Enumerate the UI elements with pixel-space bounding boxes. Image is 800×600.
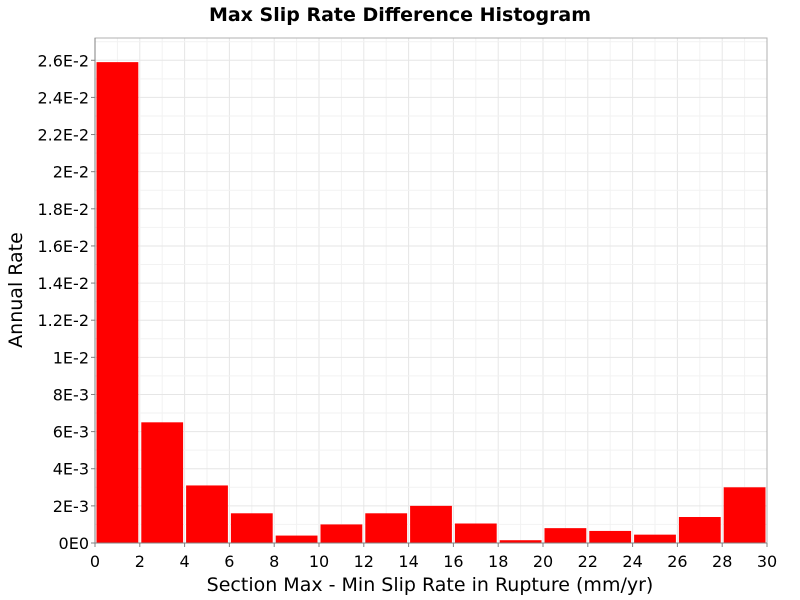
histogram-bar [275, 535, 318, 543]
histogram-bar [186, 485, 228, 543]
x-tick-label: 2 [135, 552, 145, 571]
x-tick-label: 30 [757, 552, 777, 571]
histogram-bar [410, 505, 452, 543]
histogram-bar [320, 524, 363, 543]
x-tick-label: 18 [488, 552, 508, 571]
x-tick-label: 10 [309, 552, 329, 571]
x-tick-label: 0 [90, 552, 100, 571]
histogram-bar [141, 422, 184, 543]
histogram-bar [230, 513, 273, 543]
y-tick-label: 1.6E-2 [37, 237, 89, 256]
x-tick-label: 22 [578, 552, 598, 571]
y-tick-label: 1.8E-2 [37, 200, 89, 219]
y-tick-label: 8E-3 [53, 385, 89, 404]
x-tick-label: 6 [224, 552, 234, 571]
x-tick-label: 24 [622, 552, 642, 571]
bars [96, 62, 766, 544]
histogram-bar [365, 513, 408, 543]
histogram-bar [678, 517, 721, 543]
histogram-bar [634, 534, 676, 543]
grid-lines [94, 38, 768, 544]
y-tick-label: 2E-3 [53, 497, 89, 516]
y-axis-label: Annual Rate [5, 232, 27, 348]
y-axis-ticks: 0E0 2E-3 4E-3 6E-3 8E-3 1E-2 1.2E-2 1.4E-2 1.6E-… [37, 51, 95, 553]
x-tick-label: 20 [533, 552, 553, 571]
y-tick-label: 1.2E-2 [37, 311, 89, 330]
histogram-bar [723, 487, 766, 543]
x-tick-label: 8 [269, 552, 279, 571]
x-tick-label: 16 [443, 552, 463, 571]
x-tick-label: 12 [354, 552, 374, 571]
y-tick-label: 2.4E-2 [37, 88, 89, 107]
x-tick-label: 4 [180, 552, 190, 571]
x-tick-label: 28 [712, 552, 732, 571]
histogram-bar [499, 540, 542, 543]
y-tick-label: 4E-3 [53, 460, 89, 479]
x-axis-label: Section Max - Min Slip Rate in Rupture (… [207, 574, 654, 596]
y-tick-label: 1E-2 [53, 348, 89, 367]
histogram-bar [589, 530, 632, 543]
y-tick-label: 2E-2 [53, 163, 89, 182]
chart-title: Max Slip Rate Difference Histogram [209, 4, 591, 26]
y-tick-label: 6E-3 [53, 423, 89, 442]
axes [94, 37, 768, 544]
y-tick-label: 2.2E-2 [37, 126, 89, 145]
y-tick-label: 0E0 [59, 534, 89, 553]
histogram-bar [96, 62, 139, 544]
histogram-bar [454, 523, 497, 543]
y-tick-label: 1.4E-2 [37, 274, 89, 293]
x-axis-ticks: 0 2 4 6 8 10 12 14 16 18 20 22 24 26 28 30 [90, 543, 777, 571]
histogram-bar [544, 528, 587, 543]
y-tick-label: 2.6E-2 [37, 51, 89, 70]
x-tick-label: 14 [398, 552, 418, 571]
x-tick-label: 26 [667, 552, 687, 571]
